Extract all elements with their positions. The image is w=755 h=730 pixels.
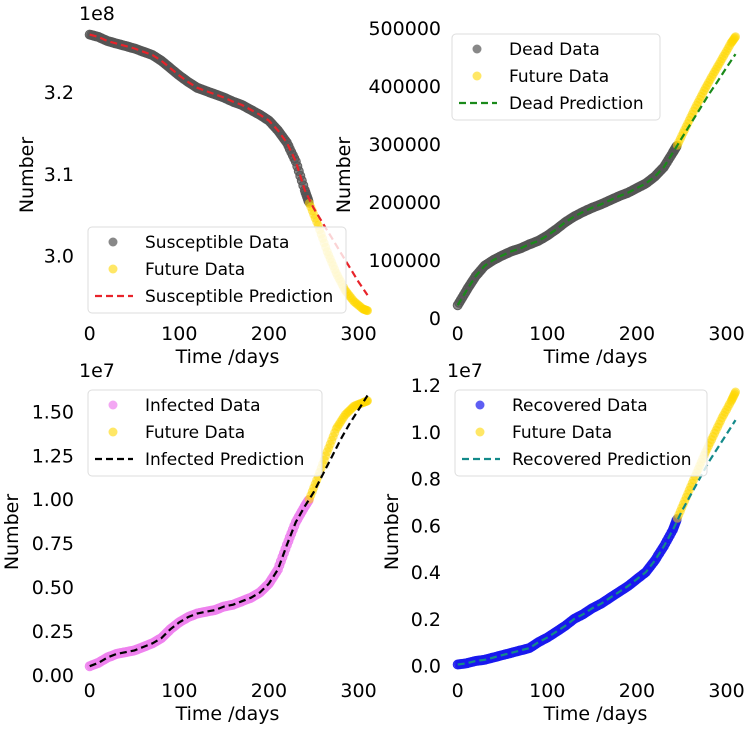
legend-label: Future Data — [145, 423, 245, 443]
legend-box — [87, 389, 323, 477]
legend-box — [451, 33, 661, 121]
x-axis-label: Time /days — [175, 703, 280, 725]
legend-label: Infected Prediction — [145, 450, 304, 470]
y-tick-label: 1.25 — [32, 445, 74, 467]
y-tick-label: 1.50 — [32, 401, 74, 423]
y-tick-label: 400000 — [368, 76, 441, 98]
legend-point-marker — [108, 237, 118, 247]
x-tick-label: 0 — [84, 323, 96, 345]
y-tick-label: 300000 — [368, 134, 441, 156]
x-tick-label: 200 — [251, 323, 287, 345]
x-tick-label: 300 — [708, 323, 744, 345]
future-point — [731, 387, 740, 397]
legend-point-marker — [108, 427, 118, 437]
y-tick-label: 3.1 — [44, 164, 74, 186]
legend: Infected Data Future Data Infected Predict… — [87, 389, 323, 477]
y-tick-label: 0 — [429, 308, 441, 330]
legend-point-marker — [108, 264, 118, 274]
legend-point-marker — [108, 400, 118, 410]
legend-box — [87, 226, 347, 314]
legend-label: Dead Data — [509, 40, 600, 60]
y-axis-label: Number — [381, 494, 403, 571]
legend-point-marker — [475, 400, 485, 410]
prediction-line — [89, 394, 369, 668]
y-tick-label: 0.50 — [32, 577, 74, 599]
y-tick-label: 1.00 — [32, 489, 74, 511]
x-axis-label: Time /days — [175, 346, 280, 368]
y-tick-label: 0.4 — [411, 562, 441, 584]
legend-label: Future Data — [145, 260, 245, 280]
legend-box — [454, 389, 708, 477]
y-tick-label: 3.2 — [44, 82, 74, 104]
y-tick-label: 3.0 — [44, 246, 74, 268]
legend-label: Susceptible Prediction — [145, 287, 333, 307]
legend-label: Infected Data — [145, 396, 261, 416]
x-tick-label: 0 — [84, 680, 96, 702]
legend-label: Dead Prediction — [509, 94, 644, 114]
x-tick-label: 100 — [161, 323, 197, 345]
legend-label: Recovered Prediction — [512, 450, 692, 470]
legend-label: Susceptible Data — [145, 233, 289, 253]
x-tick-label: 0 — [452, 323, 464, 345]
x-tick-label: 200 — [251, 680, 287, 702]
prediction-line — [456, 53, 737, 306]
x-tick-label: 300 — [708, 680, 744, 702]
y-tick-label: 0.00 — [32, 665, 74, 687]
x-tick-label: 200 — [619, 680, 655, 702]
legend-label: Future Data — [509, 67, 609, 87]
prediction-line — [89, 33, 369, 296]
y-tick-label: 0.6 — [411, 515, 441, 537]
series-infected-prediction — [89, 394, 369, 668]
y-tick-label: 1.2 — [411, 375, 441, 397]
chart-panel-1: 0 100 200 300 3.0 3.1 3.2 1e8 Time /days Number Su… — [16, 3, 377, 368]
chart-panel-3: 0 100 200 300 0.00 0.25 0.50 0.75 1.00 1.25 1.501e… — [1, 360, 377, 725]
legend-label: Future Data — [512, 423, 612, 443]
y-tick-label: 0.25 — [32, 621, 74, 643]
y-tick-label: 200000 — [368, 192, 441, 214]
y-tick-label: 0.8 — [411, 469, 441, 491]
future-point — [363, 306, 372, 316]
x-tick-label: 300 — [340, 323, 376, 345]
y-axis-label: Number — [333, 137, 355, 214]
chart-panel-2: 0 100 200 300 0 100000 200000 300000 400000 50000… — [333, 18, 745, 368]
y-tick-label: 0.0 — [411, 656, 441, 678]
y-tick-label: 500000 — [368, 18, 441, 40]
y-tick-label: 0.2 — [411, 609, 441, 631]
y-tick-label: 100000 — [368, 250, 441, 272]
chart-panel-4: 0 100 200 300 0.0 0.2 0.4 0.6 0.8 1.0 1.2 1e7 Time /… — [381, 360, 745, 725]
series-recovered-prediction — [457, 419, 737, 666]
legend-label: Recovered Data — [512, 396, 648, 416]
series-susceptible-prediction — [89, 33, 369, 296]
x-tick-label: 100 — [529, 323, 565, 345]
x-tick-label: 300 — [340, 680, 376, 702]
y-tick-label: 1.0 — [411, 422, 441, 444]
y-axis-label: Number — [1, 494, 23, 571]
x-tick-label: 0 — [452, 680, 464, 702]
legend-point-marker — [472, 44, 482, 54]
legend: Susceptible Data Future Data Susceptible P… — [87, 226, 347, 314]
y-axis-label: Number — [16, 137, 38, 214]
x-tick-label: 100 — [529, 680, 565, 702]
x-axis-label: Time /days — [543, 703, 648, 725]
offset-label: 1e8 — [79, 3, 115, 25]
y-tick-label: 0.75 — [32, 533, 74, 555]
series-dead-prediction — [456, 53, 737, 306]
legend: Dead Data Future Data Dead Prediction — [451, 33, 661, 121]
legend-point-marker — [472, 71, 482, 81]
prediction-line — [457, 419, 737, 666]
future-point — [731, 32, 740, 42]
legend: Recovered Data Future Data Recovered Predi… — [454, 389, 708, 477]
offset-label: 1e7 — [79, 360, 115, 382]
offset-label: 1e7 — [447, 360, 483, 382]
x-tick-label: 100 — [161, 680, 197, 702]
legend-point-marker — [475, 427, 485, 437]
x-tick-label: 200 — [619, 323, 655, 345]
x-axis-label: Time /days — [543, 346, 648, 368]
